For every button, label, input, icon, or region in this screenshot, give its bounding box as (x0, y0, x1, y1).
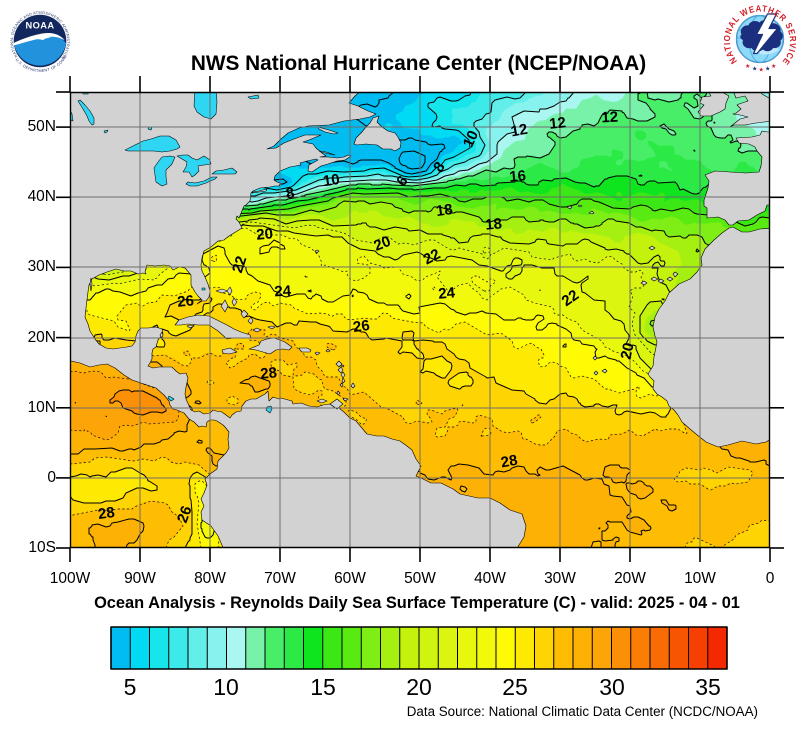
svg-text:22: 22 (421, 246, 444, 269)
svg-text:20: 20 (618, 341, 638, 361)
svg-text:12: 12 (601, 109, 619, 127)
svg-text:★: ★ (752, 66, 757, 73)
svg-text:18: 18 (485, 215, 503, 233)
svg-text:28: 28 (97, 504, 116, 523)
svg-text:26: 26 (177, 292, 195, 310)
svg-text:★: ★ (765, 66, 770, 73)
svg-text:NOAA: NOAA (26, 21, 55, 31)
svg-text:24: 24 (438, 284, 457, 302)
svg-text:26: 26 (352, 317, 371, 336)
svg-text:16: 16 (509, 167, 527, 185)
svg-text:12: 12 (548, 114, 566, 133)
svg-text:★: ★ (745, 63, 750, 70)
svg-text:26: 26 (174, 504, 196, 525)
svg-text:28: 28 (500, 452, 519, 472)
svg-text:18: 18 (435, 201, 454, 220)
svg-text:★: ★ (771, 63, 776, 70)
svg-text:22: 22 (229, 254, 250, 275)
svg-text:★: ★ (759, 67, 764, 74)
svg-text:10: 10 (460, 128, 482, 150)
svg-text:24: 24 (274, 283, 292, 301)
svg-text:20: 20 (371, 233, 393, 255)
svg-text:12: 12 (510, 121, 529, 141)
svg-text:8: 8 (285, 184, 296, 202)
svg-text:28: 28 (260, 364, 278, 382)
svg-text:20: 20 (256, 225, 274, 243)
svg-text:10: 10 (322, 171, 341, 190)
svg-text:22: 22 (559, 287, 582, 310)
